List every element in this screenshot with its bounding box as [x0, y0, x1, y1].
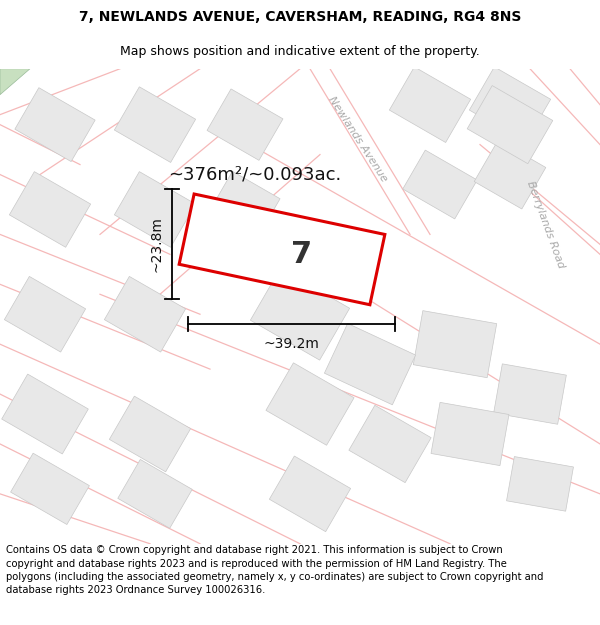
Polygon shape — [2, 374, 88, 454]
Polygon shape — [506, 457, 574, 511]
Polygon shape — [467, 86, 553, 164]
Polygon shape — [109, 396, 191, 472]
Text: ~23.8m: ~23.8m — [150, 216, 164, 272]
Polygon shape — [469, 67, 551, 142]
Polygon shape — [15, 88, 95, 162]
Polygon shape — [266, 363, 354, 445]
Text: 7, NEWLANDS AVENUE, CAVERSHAM, READING, RG4 8NS: 7, NEWLANDS AVENUE, CAVERSHAM, READING, … — [79, 10, 521, 24]
Polygon shape — [431, 402, 509, 466]
Polygon shape — [269, 456, 350, 532]
Polygon shape — [11, 453, 89, 524]
Text: Newlands Avenue: Newlands Avenue — [326, 95, 389, 184]
Text: 7: 7 — [292, 240, 313, 269]
Polygon shape — [179, 194, 385, 305]
Polygon shape — [349, 405, 431, 482]
Text: Contains OS data © Crown copyright and database right 2021. This information is : Contains OS data © Crown copyright and d… — [6, 546, 544, 595]
Polygon shape — [413, 311, 497, 378]
Polygon shape — [118, 459, 192, 528]
Polygon shape — [325, 324, 416, 405]
Polygon shape — [115, 172, 196, 248]
Polygon shape — [389, 67, 470, 142]
Polygon shape — [115, 87, 196, 162]
Polygon shape — [210, 171, 280, 238]
Polygon shape — [10, 172, 91, 248]
Text: Berrylands Road: Berrylands Road — [524, 179, 565, 269]
Polygon shape — [474, 140, 546, 209]
Polygon shape — [250, 268, 350, 360]
Polygon shape — [207, 89, 283, 161]
Text: ~376m²/~0.093ac.: ~376m²/~0.093ac. — [169, 166, 341, 184]
Polygon shape — [104, 276, 185, 352]
Polygon shape — [4, 276, 86, 352]
Polygon shape — [0, 69, 30, 95]
Text: Map shows position and indicative extent of the property.: Map shows position and indicative extent… — [120, 45, 480, 58]
Polygon shape — [494, 364, 566, 424]
Text: ~39.2m: ~39.2m — [263, 337, 319, 351]
Polygon shape — [403, 150, 477, 219]
